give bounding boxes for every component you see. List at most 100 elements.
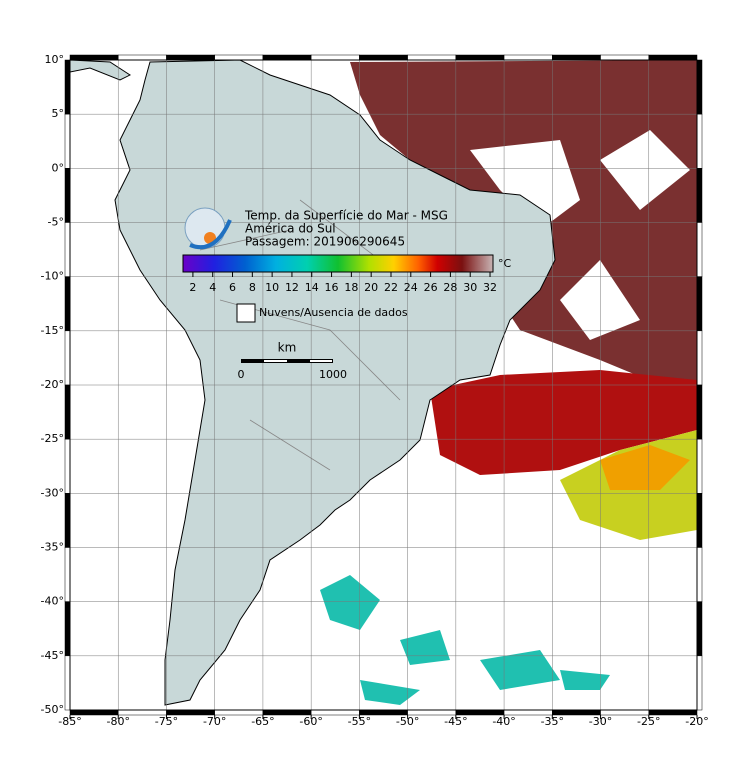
- sst-orange-region: [600, 445, 690, 490]
- x-tick-label: -20°: [685, 715, 708, 728]
- y-tick-label: 0°: [52, 161, 65, 174]
- colorbar-tick-label: 18: [344, 281, 358, 294]
- plot-border: [69, 59, 698, 711]
- x-tick-label: -45°: [444, 715, 467, 728]
- frame-segment: [64, 601, 71, 657]
- x-tick-label: -60°: [299, 715, 322, 728]
- frame-segment: [696, 601, 703, 657]
- colorbar-tick-label: 10: [265, 281, 279, 294]
- y-tick-label: -25°: [41, 432, 64, 445]
- colorbar-tick-label: 6: [229, 281, 236, 294]
- frame-segment: [359, 54, 408, 61]
- title-line: América do Sul: [245, 222, 336, 236]
- frame-segment: [455, 54, 505, 61]
- frame-segment: [64, 547, 71, 602]
- y-tick-label: -45°: [41, 649, 64, 662]
- x-tick-label: -75°: [155, 715, 178, 728]
- sst-red-region: [430, 370, 697, 475]
- x-tick-label: -30°: [589, 715, 612, 728]
- y-tick-label: -15°: [41, 324, 64, 337]
- frame-segment: [64, 168, 71, 223]
- colorbar-tick-label: 16: [325, 281, 339, 294]
- frame-segment: [64, 59, 71, 115]
- x-tick-label: -50°: [396, 715, 419, 728]
- frame-segment: [600, 54, 650, 61]
- title-line: Temp. da Superfície do Mar - MSG: [244, 209, 448, 223]
- frame-segment: [64, 438, 71, 494]
- frame-segment: [696, 547, 703, 602]
- colorbar-tick-label: 20: [364, 281, 378, 294]
- colorbar-tick-label: 2: [189, 281, 196, 294]
- y-tick-label: -5°: [48, 216, 64, 229]
- y-tick-label: -35°: [41, 541, 64, 554]
- frame-segment: [64, 276, 71, 332]
- scale-bar-segment: [310, 360, 332, 362]
- frame-segment: [310, 54, 360, 61]
- frame-segment: [696, 330, 703, 386]
- scale-bar-segment: [264, 360, 287, 362]
- title-line: Passagem: 201906290645: [245, 235, 405, 249]
- frame-segment: [64, 655, 71, 711]
- scale-label: 1000: [319, 368, 347, 381]
- legend-label: Nuvens/Ausencia de dados: [259, 306, 408, 319]
- frame-segment: [503, 54, 553, 61]
- frame-segment: [117, 54, 167, 61]
- logo-arc: [189, 219, 232, 250]
- logo-circle: [184, 207, 226, 249]
- y-tick-label: -10°: [41, 270, 64, 283]
- frame-segment: [696, 384, 703, 440]
- x-tick-label: -55°: [348, 715, 371, 728]
- logo: [184, 207, 232, 250]
- x-tick-label: -70°: [203, 715, 226, 728]
- frame-segment: [696, 493, 703, 548]
- cloud-patch: [470, 130, 690, 340]
- colorbar-unit: °C: [498, 257, 512, 270]
- frame: [64, 54, 703, 716]
- y-tick-label: -20°: [41, 378, 64, 391]
- colorbar-tick-label: 12: [285, 281, 299, 294]
- frame-segment: [696, 438, 703, 494]
- sst-cool-patch: [320, 575, 610, 705]
- x-tick-label: -25°: [637, 715, 660, 728]
- frame-segment: [696, 655, 703, 711]
- frame-segment: [648, 54, 698, 61]
- colorbar-tick-label: 30: [463, 281, 477, 294]
- scale-label: 0: [238, 368, 245, 381]
- frame-segment: [166, 54, 215, 61]
- colorbar-tick-label: 28: [443, 281, 457, 294]
- scale-unit: km: [278, 341, 297, 355]
- y-tick-label: -30°: [41, 486, 64, 499]
- y-tick-label: -50°: [41, 703, 64, 716]
- x-tick-label: -80°: [106, 715, 129, 728]
- frame-segment: [64, 384, 71, 440]
- colorbar-ticks: 2 4 6 8 10 12 14 16 18 20 22 24 26 28 30 32: [189, 272, 497, 294]
- frame-segment: [64, 113, 71, 169]
- x-tick-label: -85°: [58, 715, 81, 728]
- frame-segment: [552, 54, 601, 61]
- colorbar: [182, 254, 494, 273]
- frame-segment: [214, 54, 264, 61]
- frame-segment: [696, 113, 703, 169]
- colorbar-tick-label: 24: [404, 281, 418, 294]
- y-tick-label: 5°: [52, 107, 65, 120]
- x-tick-label: -35°: [541, 715, 564, 728]
- colorbar-tick-label: 32: [483, 281, 497, 294]
- frame-segment: [64, 493, 71, 548]
- colorbar-tick-label: 22: [384, 281, 398, 294]
- colorbar-tick-label: 14: [305, 281, 319, 294]
- frame-segment: [407, 54, 457, 61]
- frame-segment: [696, 59, 703, 115]
- frame-segment: [696, 222, 703, 277]
- legend-swatch: [236, 303, 256, 323]
- y-tick-label: 10°: [45, 53, 65, 66]
- colorbar-tick-label: 8: [249, 281, 256, 294]
- frame-segment: [64, 330, 71, 386]
- colorbar-tick-label: 26: [424, 281, 438, 294]
- frame-segment: [696, 168, 703, 223]
- x-tick-label: -65°: [251, 715, 274, 728]
- frame-segment: [64, 222, 71, 277]
- frame-segment: [69, 54, 119, 61]
- x-tick-label: -40°: [492, 715, 515, 728]
- colorbar-tick-label: 4: [209, 281, 216, 294]
